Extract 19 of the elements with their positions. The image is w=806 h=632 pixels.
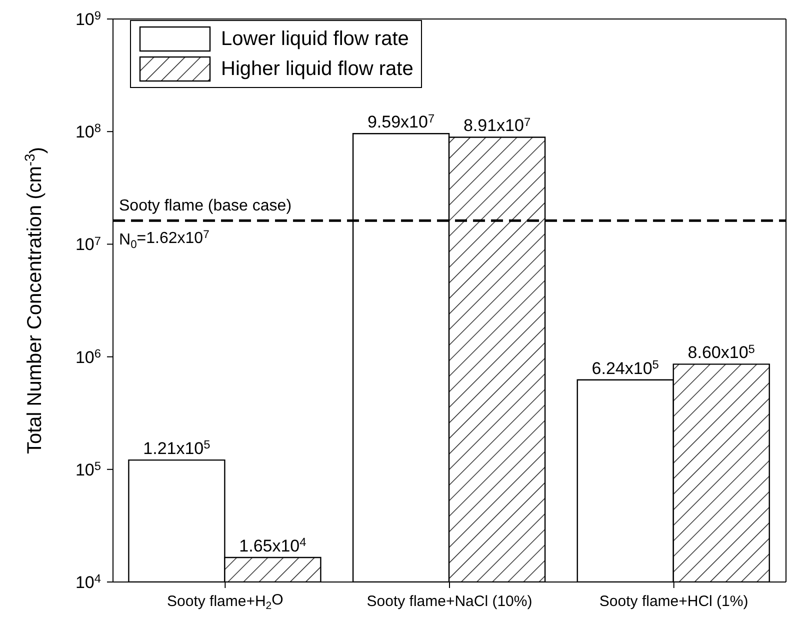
annotation: N$_{0}$=1.62x10$^{7}$ bbox=[119, 229, 210, 251]
y-tick-label: 10$^{4}$ bbox=[75, 572, 102, 592]
y-tick-label: 10$^{7}$ bbox=[75, 234, 102, 254]
data-label: 9.59x10$^{7}$ bbox=[367, 111, 435, 132]
legend-label: Lower liquid flow rate bbox=[221, 28, 409, 50]
x-tick-label: Sooty flame+HCl (1%) bbox=[599, 593, 748, 610]
x-tick-label: Sooty flame+H$_{2}$O bbox=[167, 592, 284, 612]
data-label: 1.21x10$^{5}$ bbox=[143, 438, 211, 458]
x-tick-label: Sooty flame+NaCl (10%) bbox=[366, 593, 532, 610]
data-label: 6.24x10$^{5}$ bbox=[592, 358, 660, 378]
legend-label: Higher liquid flow rate bbox=[221, 58, 414, 80]
data-label: 8.91x10$^{7}$ bbox=[463, 114, 531, 136]
data-label: 1.65x10$^{4}$ bbox=[239, 535, 307, 556]
data-label: 8.60x10$^{5}$ bbox=[688, 342, 756, 362]
y-tick-label: 10$^{8}$ bbox=[75, 121, 102, 142]
ref-line-label: Sooty flame (base case) bbox=[119, 198, 292, 215]
y-tick-label: 10$^{5}$ bbox=[75, 459, 102, 480]
y-tick-label: 10$^{6}$ bbox=[75, 346, 102, 367]
y-tick-label: 10$^{9}$ bbox=[75, 8, 102, 29]
